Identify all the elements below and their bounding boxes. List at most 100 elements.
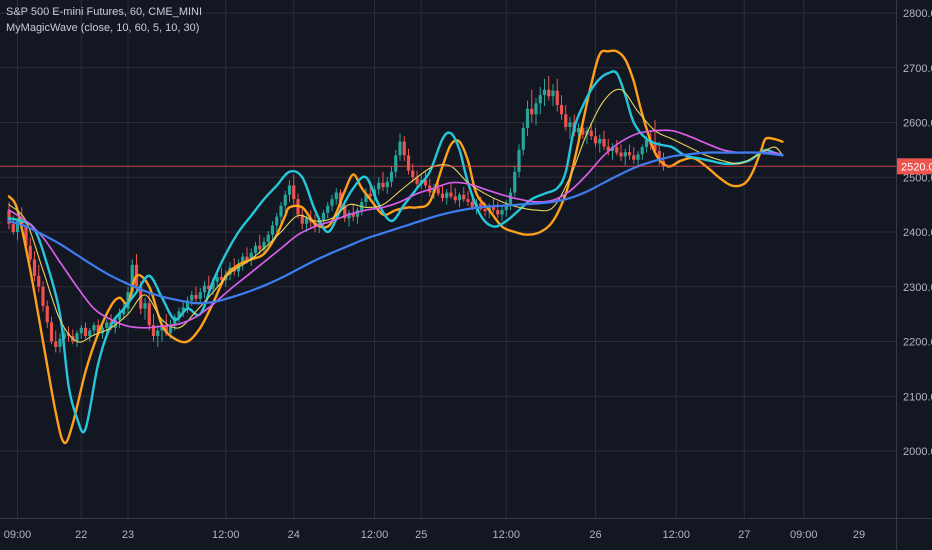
candle-body <box>525 108 530 128</box>
price-tick-label: 2600.00 <box>903 118 932 130</box>
candle-body <box>415 177 419 184</box>
candle-body <box>262 241 266 250</box>
chart-legend: S&P 500 E-mini Futures, 60, CME_MINI MyM… <box>6 5 202 37</box>
candle-body <box>88 330 92 337</box>
candle-body <box>355 210 360 217</box>
candle-body <box>462 194 466 200</box>
candle-body <box>602 138 606 147</box>
candle-body <box>185 300 190 308</box>
candle-body <box>581 127 585 135</box>
candle-body <box>534 103 538 115</box>
candle-body <box>160 325 164 331</box>
symbol-title: S&P 500 E-mini Futures, 60, CME_MINI <box>6 6 203 18</box>
candle-body <box>326 205 330 213</box>
candle-body <box>45 305 49 323</box>
price-tick-label: 2200.00 <box>903 337 932 349</box>
candle-body <box>173 316 177 326</box>
candle-body <box>253 245 258 253</box>
indicator-title: MyMagicWave (close, 10, 60, 5, 10, 30) <box>6 22 200 34</box>
candle-body <box>258 245 262 250</box>
candle-body <box>449 192 453 197</box>
candle-body <box>619 152 623 157</box>
time-tick-label: 29 <box>853 529 865 541</box>
candle-body <box>627 152 632 156</box>
candle-body <box>653 144 657 151</box>
candle-body <box>54 341 58 347</box>
candle-body <box>41 286 45 306</box>
time-tick-label: 22 <box>75 529 87 541</box>
candle-body <box>198 292 202 299</box>
candle-body <box>100 327 105 334</box>
candle-body <box>7 210 11 224</box>
candle-body <box>623 152 627 157</box>
candle-body <box>62 333 66 339</box>
candle-body <box>402 141 406 156</box>
candle-body <box>177 311 181 317</box>
candle-body <box>241 256 245 264</box>
time-tick-label: 25 <box>415 529 427 541</box>
candle-body <box>37 275 41 287</box>
candle-body <box>500 210 504 215</box>
candle-body <box>156 330 160 337</box>
candle-body <box>275 216 279 226</box>
candle-body <box>394 155 398 172</box>
candle-body <box>457 194 462 201</box>
candle-body <box>75 333 79 342</box>
candle-body <box>266 234 270 242</box>
candle-body <box>377 182 381 190</box>
ma-fast-line <box>8 88 784 343</box>
wave-cyan-line <box>7 70 784 434</box>
time-tick-label: 27 <box>738 529 750 541</box>
candle-body <box>164 325 168 334</box>
candle-body <box>496 210 500 215</box>
candle-body <box>576 127 581 133</box>
candle-body <box>381 182 385 188</box>
candle-body <box>521 127 525 150</box>
candle-body <box>147 303 151 326</box>
time-tick-label: 26 <box>589 529 601 541</box>
candle-body <box>151 325 156 337</box>
candle-body <box>389 171 394 182</box>
candle-body <box>143 303 147 309</box>
candle-body <box>453 196 457 201</box>
candle-body <box>538 95 542 104</box>
candle-body <box>406 155 411 171</box>
candle-body <box>321 212 326 220</box>
candle-body <box>58 338 62 347</box>
candle-body <box>181 307 185 312</box>
candle-body <box>640 147 644 155</box>
candle-body <box>347 212 351 219</box>
candle-body <box>589 130 593 137</box>
candle-body <box>283 194 287 206</box>
candle-body <box>270 225 275 235</box>
candle-body <box>330 199 334 206</box>
candle-body <box>398 141 402 156</box>
candle-body <box>564 114 568 127</box>
ma-mid-line <box>8 129 784 329</box>
candle-body <box>636 154 640 160</box>
candle-body <box>96 325 100 334</box>
candle-body <box>207 285 211 289</box>
candle-body <box>113 319 117 328</box>
candle-body <box>368 193 372 197</box>
last-price-badge <box>897 158 932 175</box>
candle-body <box>117 314 122 320</box>
price-tick-label: 2500.00 <box>903 172 932 184</box>
candle-body <box>190 294 194 301</box>
ma-slow-line <box>7 151 784 305</box>
price-tick-label: 2700.00 <box>903 63 932 75</box>
price-tick-label: 2000.00 <box>903 446 932 458</box>
candle-body <box>530 108 534 115</box>
time-tick-label: 12:00 <box>361 529 389 541</box>
candle-body <box>466 199 470 202</box>
candle-body <box>483 209 487 212</box>
candle-body <box>559 104 564 115</box>
candle-body <box>168 325 173 334</box>
candle-body <box>568 122 572 127</box>
wave-orange-line <box>7 49 784 445</box>
candle-body <box>24 226 28 246</box>
candle-body <box>598 138 602 144</box>
time-tick-label: 24 <box>288 529 300 541</box>
